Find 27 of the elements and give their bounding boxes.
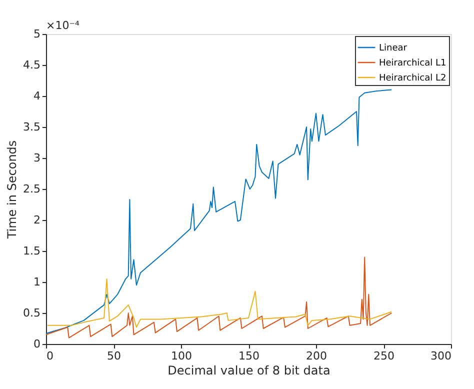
y-tick-label: 1 <box>34 276 40 288</box>
line-series <box>46 278 392 328</box>
x-tick-label: 100 <box>171 350 192 362</box>
y-tick-label: 1.5 <box>23 244 40 258</box>
x-tick-label: 0 <box>46 350 54 362</box>
line-series <box>46 256 392 338</box>
y-tick-label: 2 <box>34 214 40 226</box>
y-tick-label: 4 <box>34 90 40 102</box>
x-tick-label: 150 <box>238 350 260 362</box>
x-tick-label: 200 <box>306 350 327 362</box>
y-tick-label: 2.5 <box>23 182 40 196</box>
legend-label: Linear <box>379 44 408 54</box>
x-axis-title: Decimal value of 8 bit data <box>168 364 330 378</box>
x-tick-label: 250 <box>374 350 394 362</box>
line-series <box>46 89 392 334</box>
y-tick-label: 3.5 <box>23 120 40 134</box>
legend-label: Heirarchical L2 <box>379 74 446 84</box>
y-tick-label: 0 <box>34 338 40 350</box>
legend-label: Heirarchical L1 <box>379 58 446 68</box>
y-tick-label: 0.5 <box>23 306 40 320</box>
y-axis-title: Time in Seconds <box>5 140 20 240</box>
y-tick-label: 5 <box>34 28 40 40</box>
text: ×10⁻⁴ <box>46 19 80 32</box>
x-tick-label: 300 <box>430 350 452 362</box>
y-tick-label: 4.5 <box>23 58 40 72</box>
y-tick-label: 3 <box>34 152 40 164</box>
x-tick-label: 50 <box>107 350 121 362</box>
